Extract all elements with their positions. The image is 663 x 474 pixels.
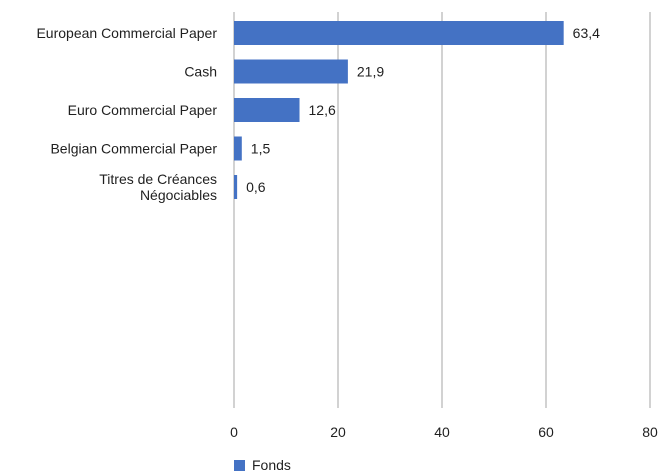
category-label-4-line-1: Négociables [140,187,217,203]
value-label-2: 12,6 [309,102,336,118]
bar-1 [234,59,348,84]
category-label-0-line-0: European Commercial Paper [36,25,217,41]
bar-0 [234,21,564,45]
category-label-2-line-0: Euro Commercial Paper [68,102,218,118]
category-label-0: European Commercial Paper [36,25,217,41]
bars [234,21,564,199]
category-label-3: Belgian Commercial Paper [50,141,217,157]
category-label-2: Euro Commercial Paper [68,102,218,118]
bar-2 [234,98,300,122]
value-label-4: 0,6 [246,179,266,195]
category-label-1-line-0: Cash [184,64,217,80]
category-labels: European Commercial Paper Cash Euro Commer… [36,25,217,203]
legend: Fonds [234,457,291,473]
bar-3 [234,136,242,161]
category-label-3-line-0: Belgian Commercial Paper [50,141,217,157]
value-label-3: 1,5 [251,141,271,157]
value-label-0: 63,4 [573,25,600,41]
value-labels: 63,4 21,9 12,6 1,5 0,6 [246,25,600,195]
legend-swatch-fonds [234,460,245,471]
legend-label-fonds: Fonds [252,457,291,473]
x-tick-label-0: 0 [230,424,238,440]
x-tick-label-40: 40 [434,424,450,440]
x-tick-label-60: 60 [538,424,554,440]
value-label-1: 21,9 [357,64,384,80]
category-label-1: Cash [184,64,217,80]
x-tick-label-80: 80 [642,424,658,440]
x-tick-label-20: 20 [330,424,346,440]
category-label-4-line-0: Titres de Créances [99,171,217,187]
category-label-4: Titres de Créances Négociables [99,171,217,203]
x-tick-labels: 0 20 40 60 80 [230,424,658,440]
bar-4 [234,175,238,199]
